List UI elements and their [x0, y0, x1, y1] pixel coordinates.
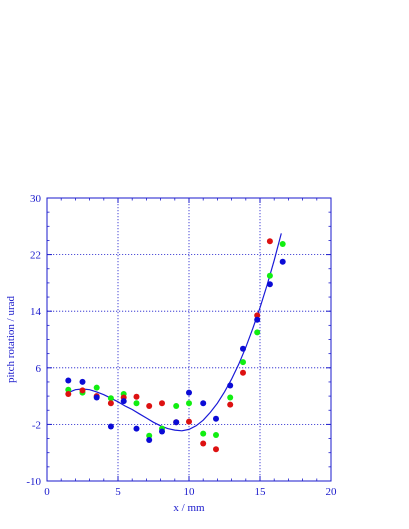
data-point — [279, 241, 286, 247]
data-point — [213, 415, 219, 422]
x-tick-label: 20 — [326, 486, 338, 498]
data-point — [146, 403, 153, 409]
y-tick-label: 22 — [30, 250, 41, 262]
data-point — [146, 432, 153, 439]
y-axis-label: pitch rotation / urad — [5, 295, 17, 383]
data-point — [173, 419, 180, 426]
y-tick-label: -10 — [26, 476, 41, 488]
data-point — [146, 437, 153, 443]
data-point — [254, 329, 261, 336]
data-point — [133, 393, 140, 400]
data-point — [266, 272, 273, 279]
data-point — [279, 258, 286, 265]
grid-lines — [47, 198, 331, 481]
data-point — [107, 400, 114, 407]
fit-curve — [68, 233, 282, 432]
x-tick-label: 5 — [115, 486, 121, 498]
data-point — [107, 423, 114, 430]
data-point — [159, 428, 165, 435]
y-tick-label: -2 — [32, 419, 41, 431]
data-point — [159, 400, 165, 407]
data-point — [120, 398, 127, 405]
x-tick-label: 10 — [184, 486, 196, 498]
x-tick-label: 0 — [44, 486, 50, 498]
y-tick-label: 14 — [30, 306, 42, 318]
data-point — [186, 418, 192, 425]
data-point — [107, 395, 114, 402]
data-point — [133, 425, 140, 432]
data-point — [133, 400, 140, 407]
data-point — [173, 403, 180, 409]
data-point — [254, 316, 261, 323]
data-point — [200, 430, 207, 437]
data-point — [266, 281, 273, 288]
data-point — [65, 386, 72, 393]
x-tick-label: 15 — [255, 486, 267, 498]
data-point — [65, 377, 72, 384]
data-point — [227, 394, 234, 401]
y-tick-label: 6 — [36, 363, 42, 375]
x-axis-label: x / mm — [173, 502, 205, 514]
data-point — [240, 359, 246, 366]
data-point — [186, 400, 192, 407]
data-point — [65, 391, 72, 397]
data-point — [79, 387, 86, 394]
data-point — [213, 446, 219, 453]
data-point — [213, 432, 219, 438]
data-point — [227, 401, 234, 408]
data-point — [93, 394, 100, 401]
data-points — [65, 238, 286, 453]
data-point — [200, 400, 207, 407]
data-point — [227, 382, 234, 389]
axis-ticks — [46, 197, 332, 482]
data-point — [200, 440, 207, 447]
data-point — [254, 312, 261, 319]
data-point — [240, 369, 246, 376]
data-point — [240, 345, 246, 352]
data-point — [186, 389, 192, 396]
y-tick-label: 30 — [30, 193, 42, 205]
data-point — [266, 238, 273, 245]
data-point — [79, 378, 86, 385]
tick-labels: 0 5 10 15 20 -10 -2 6 14 22 30 — [26, 193, 337, 498]
data-point — [93, 384, 100, 391]
